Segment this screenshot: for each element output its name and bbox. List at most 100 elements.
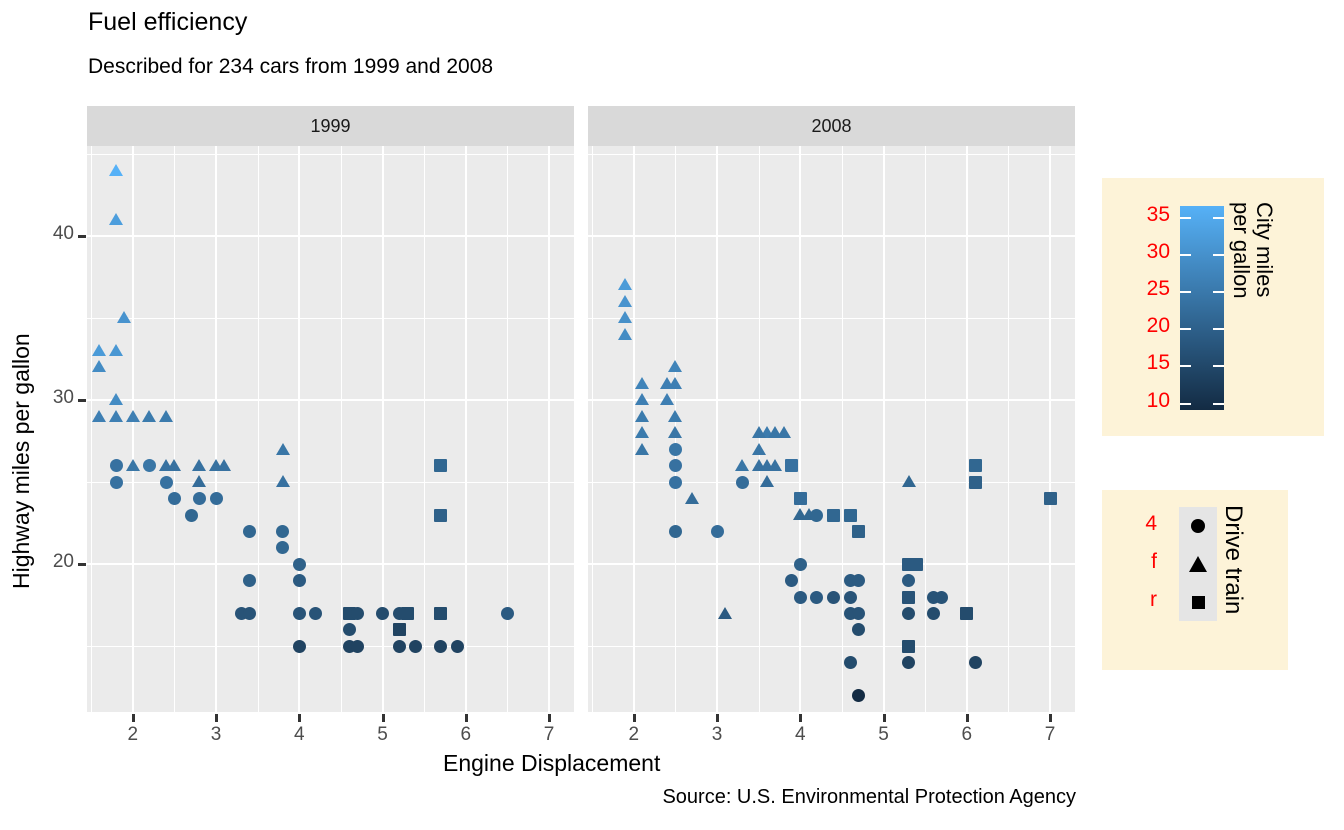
gridline-major-vertical xyxy=(799,146,802,712)
colorbar-tick xyxy=(1213,328,1224,331)
x-axis-tick-mark xyxy=(1049,714,1053,722)
data-point-circle xyxy=(668,525,682,539)
x-axis-tick-label: 5 xyxy=(377,724,388,745)
data-point-triangle xyxy=(635,393,650,406)
plot-panel-1999 xyxy=(87,146,574,712)
x-axis-tick-mark xyxy=(131,714,135,722)
data-point-circle xyxy=(192,492,206,506)
facet-strip-label: 1999 xyxy=(310,115,351,136)
page-title: Fuel efficiency xyxy=(88,8,248,36)
data-point-circle xyxy=(376,607,390,621)
data-point-circle xyxy=(968,656,982,670)
data-point-triangle xyxy=(192,475,207,488)
data-point-circle xyxy=(351,639,365,653)
data-point-square xyxy=(852,525,866,539)
data-point-circle xyxy=(109,459,123,473)
x-axis-tick-label: 2 xyxy=(127,724,139,745)
data-point-circle xyxy=(843,656,857,670)
shape-legend-label: r xyxy=(1150,588,1157,611)
facet-strip-1999: 1999 xyxy=(87,106,574,146)
data-point-circle xyxy=(242,574,256,588)
data-point-square xyxy=(968,475,982,489)
x-axis-tick-label: 3 xyxy=(210,724,222,745)
data-point-triangle xyxy=(125,458,140,471)
data-point-circle xyxy=(843,590,857,604)
x-axis-tick-mark xyxy=(215,714,219,722)
data-point-triangle xyxy=(635,426,650,439)
gridline-minor-horizontal xyxy=(588,646,1075,648)
data-point-triangle xyxy=(768,458,783,471)
data-point-circle xyxy=(342,623,356,637)
data-point-triangle xyxy=(125,409,140,422)
colorbar-tick xyxy=(1180,217,1191,220)
data-point-triangle xyxy=(618,327,633,340)
gridline-minor-horizontal xyxy=(87,482,574,484)
gridline-major-vertical xyxy=(215,146,218,712)
data-point-square xyxy=(968,459,982,473)
x-axis-tick-label: 7 xyxy=(1044,724,1056,745)
data-point-triangle xyxy=(759,475,774,488)
data-point-circle xyxy=(309,607,323,621)
x-axis-tick-mark xyxy=(632,714,636,722)
shape-legend-title: Drive train xyxy=(1220,505,1247,615)
data-point-triangle xyxy=(142,409,157,422)
data-point-circle xyxy=(159,475,173,489)
data-point-circle xyxy=(810,508,824,522)
x-axis-tick-mark xyxy=(882,714,886,722)
page-subtitle: Described for 234 cars from 1999 and 200… xyxy=(88,55,494,78)
gridline-major-horizontal xyxy=(87,399,574,402)
y-axis-tick-mark xyxy=(78,235,86,239)
x-axis-tick-mark xyxy=(548,714,552,722)
data-point-triangle xyxy=(109,212,124,225)
shape-legend-label: f xyxy=(1151,550,1157,573)
data-point-triangle xyxy=(618,278,633,291)
gridline-major-vertical xyxy=(131,146,134,712)
gridline-minor-horizontal xyxy=(87,154,574,156)
x-axis-tick-mark xyxy=(965,714,969,722)
data-point-circle xyxy=(852,623,866,637)
data-point-square xyxy=(960,607,974,621)
x-axis-tick-mark xyxy=(799,714,803,722)
data-point-triangle xyxy=(117,311,132,324)
data-point-square xyxy=(827,508,841,522)
data-point-circle xyxy=(276,525,290,539)
data-point-circle xyxy=(926,607,940,621)
gridline-minor-vertical xyxy=(507,146,509,712)
x-axis-tick-label: 6 xyxy=(460,724,472,745)
data-point-circle xyxy=(902,574,915,588)
colorbar[interactable] xyxy=(1180,206,1224,410)
gridline-minor-horizontal xyxy=(87,646,574,648)
data-point-square xyxy=(785,459,799,473)
gridline-major-vertical xyxy=(716,146,719,712)
data-point-triangle xyxy=(92,360,107,373)
data-point-triangle xyxy=(735,458,749,471)
data-point-square xyxy=(1043,492,1057,506)
data-point-circle xyxy=(292,574,306,588)
data-point-circle xyxy=(500,607,514,621)
color-legend: 35 30 25 20 15 10 City miles per gallon xyxy=(1102,178,1324,436)
x-axis-tick-label: 7 xyxy=(543,724,555,745)
circle-icon xyxy=(1191,519,1205,533)
data-point-triangle xyxy=(668,426,683,439)
data-point-circle xyxy=(292,639,306,653)
data-point-triangle xyxy=(92,409,107,422)
data-point-square xyxy=(392,623,406,637)
colorbar-tick xyxy=(1180,402,1191,405)
x-axis-tick-mark xyxy=(381,714,385,722)
gridline-minor-vertical xyxy=(257,146,259,712)
colorbar-tick xyxy=(1213,217,1224,220)
data-point-circle xyxy=(392,639,406,653)
data-point-triangle xyxy=(109,393,124,406)
data-point-circle xyxy=(852,574,866,588)
data-point-circle xyxy=(710,525,724,539)
colorbar-tick-label: 20 xyxy=(1146,314,1170,338)
colorbar-tick-label: 30 xyxy=(1146,240,1170,264)
gridline-major-horizontal xyxy=(87,563,574,566)
colorbar-tick xyxy=(1213,254,1224,257)
gridline-major-horizontal xyxy=(588,563,1075,566)
data-point-circle xyxy=(184,508,198,522)
data-point-square xyxy=(434,607,448,621)
color-legend-title-line2: per gallon xyxy=(1228,202,1254,299)
data-point-circle xyxy=(450,639,464,653)
